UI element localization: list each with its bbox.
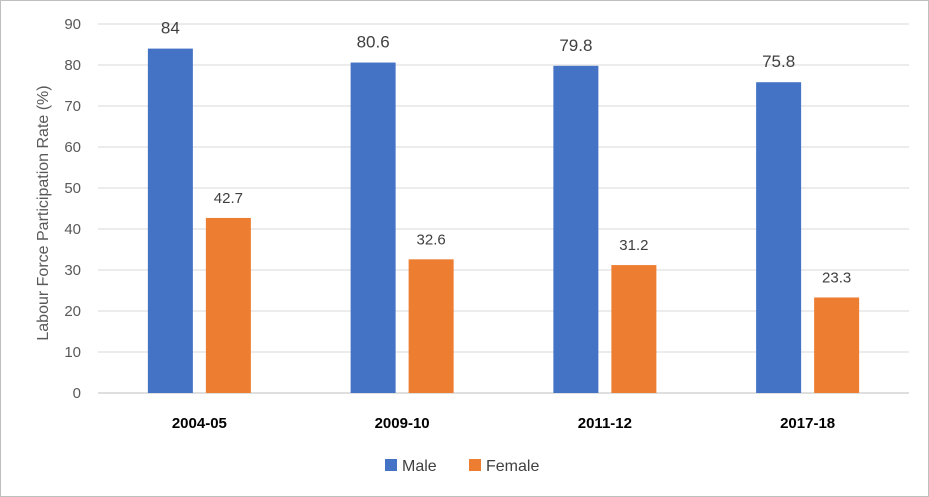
y-tick-label: 10 xyxy=(64,344,81,361)
bar-female-2004-05 xyxy=(205,217,251,393)
x-axis-categories: 2004-05 2009-10 2011-12 2017-18 xyxy=(172,415,835,432)
data-label: 23.3 xyxy=(822,269,851,286)
y-axis-ticks: 0 10 20 30 40 50 60 70 80 90 xyxy=(64,16,81,402)
y-tick-label: 20 xyxy=(64,303,81,320)
bars xyxy=(147,48,860,393)
legend-swatch-male xyxy=(385,459,397,471)
data-label: 84 xyxy=(161,19,180,38)
y-tick-label: 80 xyxy=(64,57,81,74)
bar-male-2017-18 xyxy=(756,82,802,393)
data-labels: 84 42.7 80.6 32.6 79.8 31.2 75.8 23.3 xyxy=(161,19,851,287)
y-axis-title: Labour Force Participation Rate (%) xyxy=(35,85,52,340)
legend-label-female: Female xyxy=(486,458,539,475)
bar-male-2011-12 xyxy=(553,65,599,393)
y-tick-label: 0 xyxy=(73,385,81,402)
data-label: 31.2 xyxy=(619,237,648,254)
data-label: 80.6 xyxy=(357,33,390,52)
y-tick-label: 30 xyxy=(64,262,81,279)
data-label: 75.8 xyxy=(762,52,795,71)
bar-female-2011-12 xyxy=(611,265,657,393)
legend: Male Female xyxy=(385,458,539,475)
legend-label-male: Male xyxy=(402,458,437,475)
y-tick-label: 90 xyxy=(64,16,81,33)
y-tick-label: 40 xyxy=(64,221,81,238)
bar-male-2004-05 xyxy=(147,48,193,393)
y-tick-label: 50 xyxy=(64,180,81,197)
bar-female-2009-10 xyxy=(408,259,454,393)
legend-swatch-female xyxy=(469,459,481,471)
bar-female-2017-18 xyxy=(814,297,860,393)
y-tick-label: 60 xyxy=(64,139,81,156)
bar-male-2009-10 xyxy=(350,62,396,393)
x-category-label: 2011-12 xyxy=(578,415,632,432)
x-category-label: 2009-10 xyxy=(375,415,430,432)
data-label: 32.6 xyxy=(417,231,446,248)
y-tick-label: 70 xyxy=(64,98,81,115)
data-label: 42.7 xyxy=(214,190,243,207)
x-category-label: 2017-18 xyxy=(780,415,835,432)
data-label: 79.8 xyxy=(559,36,592,55)
x-category-label: 2004-05 xyxy=(172,415,227,432)
